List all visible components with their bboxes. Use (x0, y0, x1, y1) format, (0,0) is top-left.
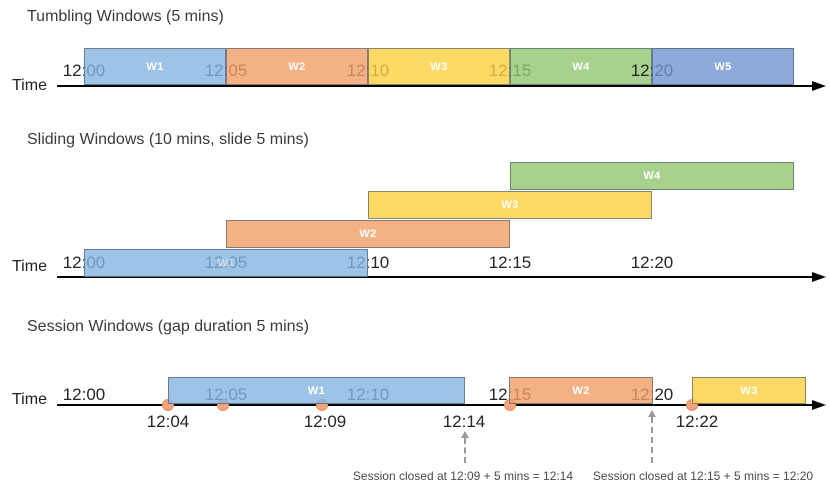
window-label: W2 (359, 228, 377, 240)
timeline-arrow-icon (812, 81, 826, 91)
event-time-label: 12:22 (675, 412, 719, 431)
window-bar-w3: W3 (368, 191, 652, 219)
window-bar-w1: W1 (84, 48, 226, 85)
time-axis-label: Time (12, 258, 47, 275)
window-bar-w1: W1 (84, 249, 368, 277)
section-title-sliding: Sliding Windows (10 mins, slide 5 mins) (27, 131, 309, 148)
section-title-tumbling: Tumbling Windows (5 mins) (27, 8, 224, 25)
window-bar-w2: W2 (226, 48, 368, 85)
tick-label: 12:15 (488, 253, 532, 272)
session-close-arrow-line (651, 417, 653, 463)
window-label: W1 (146, 60, 164, 73)
section-title-session: Session Windows (gap duration 5 mins) (27, 318, 309, 335)
window-bar-w2: W2 (509, 377, 653, 404)
window-label: W2 (572, 384, 590, 397)
event-time-label: 12:04 (146, 412, 190, 431)
session-close-arrow-line (464, 438, 466, 463)
window-bar-w3: W3 (368, 48, 510, 85)
event-time-label: 12:09 (303, 412, 347, 431)
window-bar-w3: W3 (692, 377, 806, 404)
window-label: W2 (288, 60, 306, 73)
window-label: W4 (643, 170, 661, 182)
window-label: W3 (740, 384, 758, 397)
window-bar-w4: W4 (510, 48, 652, 85)
window-label: W3 (501, 199, 519, 211)
window-bar-w5: W5 (652, 48, 794, 85)
annotation-session-close-2: Session closed at 12:15 + 5 mins = 12:20 (592, 469, 814, 483)
window-bar-w1: W1 (168, 377, 465, 404)
window-label: W4 (572, 60, 590, 73)
time-axis-label: Time (12, 391, 47, 408)
session-close-arrow-icon (461, 431, 469, 438)
window-label: W3 (430, 60, 448, 73)
tick-label: 12:20 (630, 253, 674, 272)
annotation-session-close-1: Session closed at 12:09 + 5 mins = 12:14 (352, 469, 574, 483)
window-label: W5 (714, 60, 732, 73)
timeline (57, 404, 813, 406)
session-close-arrow-icon (648, 410, 656, 417)
time-axis-label: Time (12, 77, 47, 94)
window-label: W1 (307, 384, 326, 397)
event-time-label: 12:14 (442, 412, 486, 431)
timeline (57, 85, 813, 87)
window-bar-w4: W4 (510, 162, 794, 190)
timeline (57, 276, 813, 278)
timeline-arrow-icon (812, 400, 826, 410)
window-label: W1 (217, 257, 235, 269)
window-bar-w2: W2 (226, 220, 510, 248)
timeline-arrow-icon (812, 272, 826, 282)
tick-label: 12:00 (62, 385, 106, 404)
